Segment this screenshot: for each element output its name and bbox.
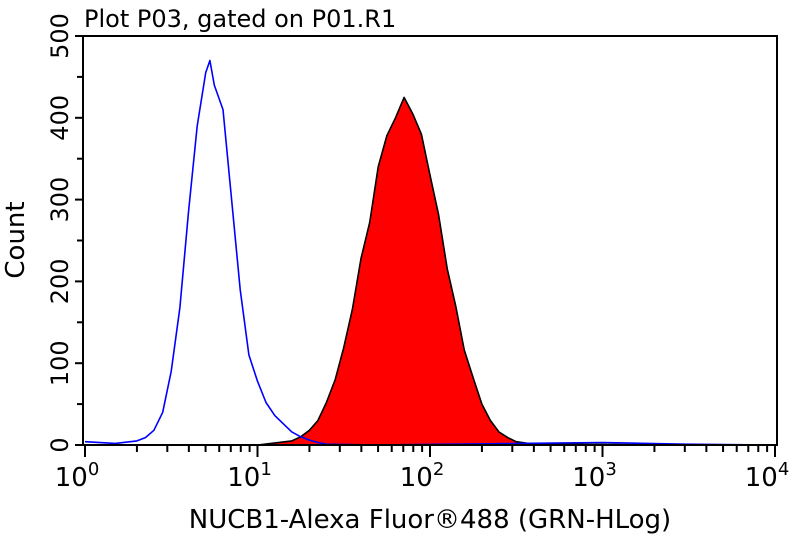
x-axis-label: NUCB1-Alexa Fluor®488 (GRN-HLog) <box>189 505 671 535</box>
x-tick-label: 102 <box>400 459 445 493</box>
x-tick-base: 10 <box>572 463 605 493</box>
x-tick-exponent: 3 <box>605 459 616 480</box>
series-outline-histogram <box>84 59 776 446</box>
y-tick-label: 500 <box>46 13 74 59</box>
chart-title: Plot P03, gated on P01.R1 <box>84 5 396 33</box>
y-tick-label: 300 <box>46 177 74 223</box>
x-tick-base: 10 <box>55 463 88 493</box>
series-layer <box>84 59 776 446</box>
y-tick-label: 100 <box>46 340 74 386</box>
y-axis-label: Count <box>1 201 31 278</box>
y-tick-label: 0 <box>46 437 74 452</box>
x-tick-label: 101 <box>227 459 272 493</box>
y-tick-label: 200 <box>46 258 74 304</box>
x-tick-base: 10 <box>400 463 433 493</box>
x-tick-exponent: 4 <box>778 459 789 480</box>
x-tick-base: 10 <box>227 463 260 493</box>
x-tick-label: 100 <box>55 459 100 493</box>
x-tick-exponent: 2 <box>433 459 444 480</box>
x-tick-base: 10 <box>745 463 778 493</box>
x-tick-label: 104 <box>745 459 790 493</box>
x-tick-label: 103 <box>572 459 617 493</box>
x-tick-exponent: 1 <box>260 459 271 480</box>
y-tick-label: 400 <box>46 95 74 141</box>
series-filled-histogram <box>84 96 776 446</box>
x-tick-exponent: 0 <box>88 459 99 480</box>
